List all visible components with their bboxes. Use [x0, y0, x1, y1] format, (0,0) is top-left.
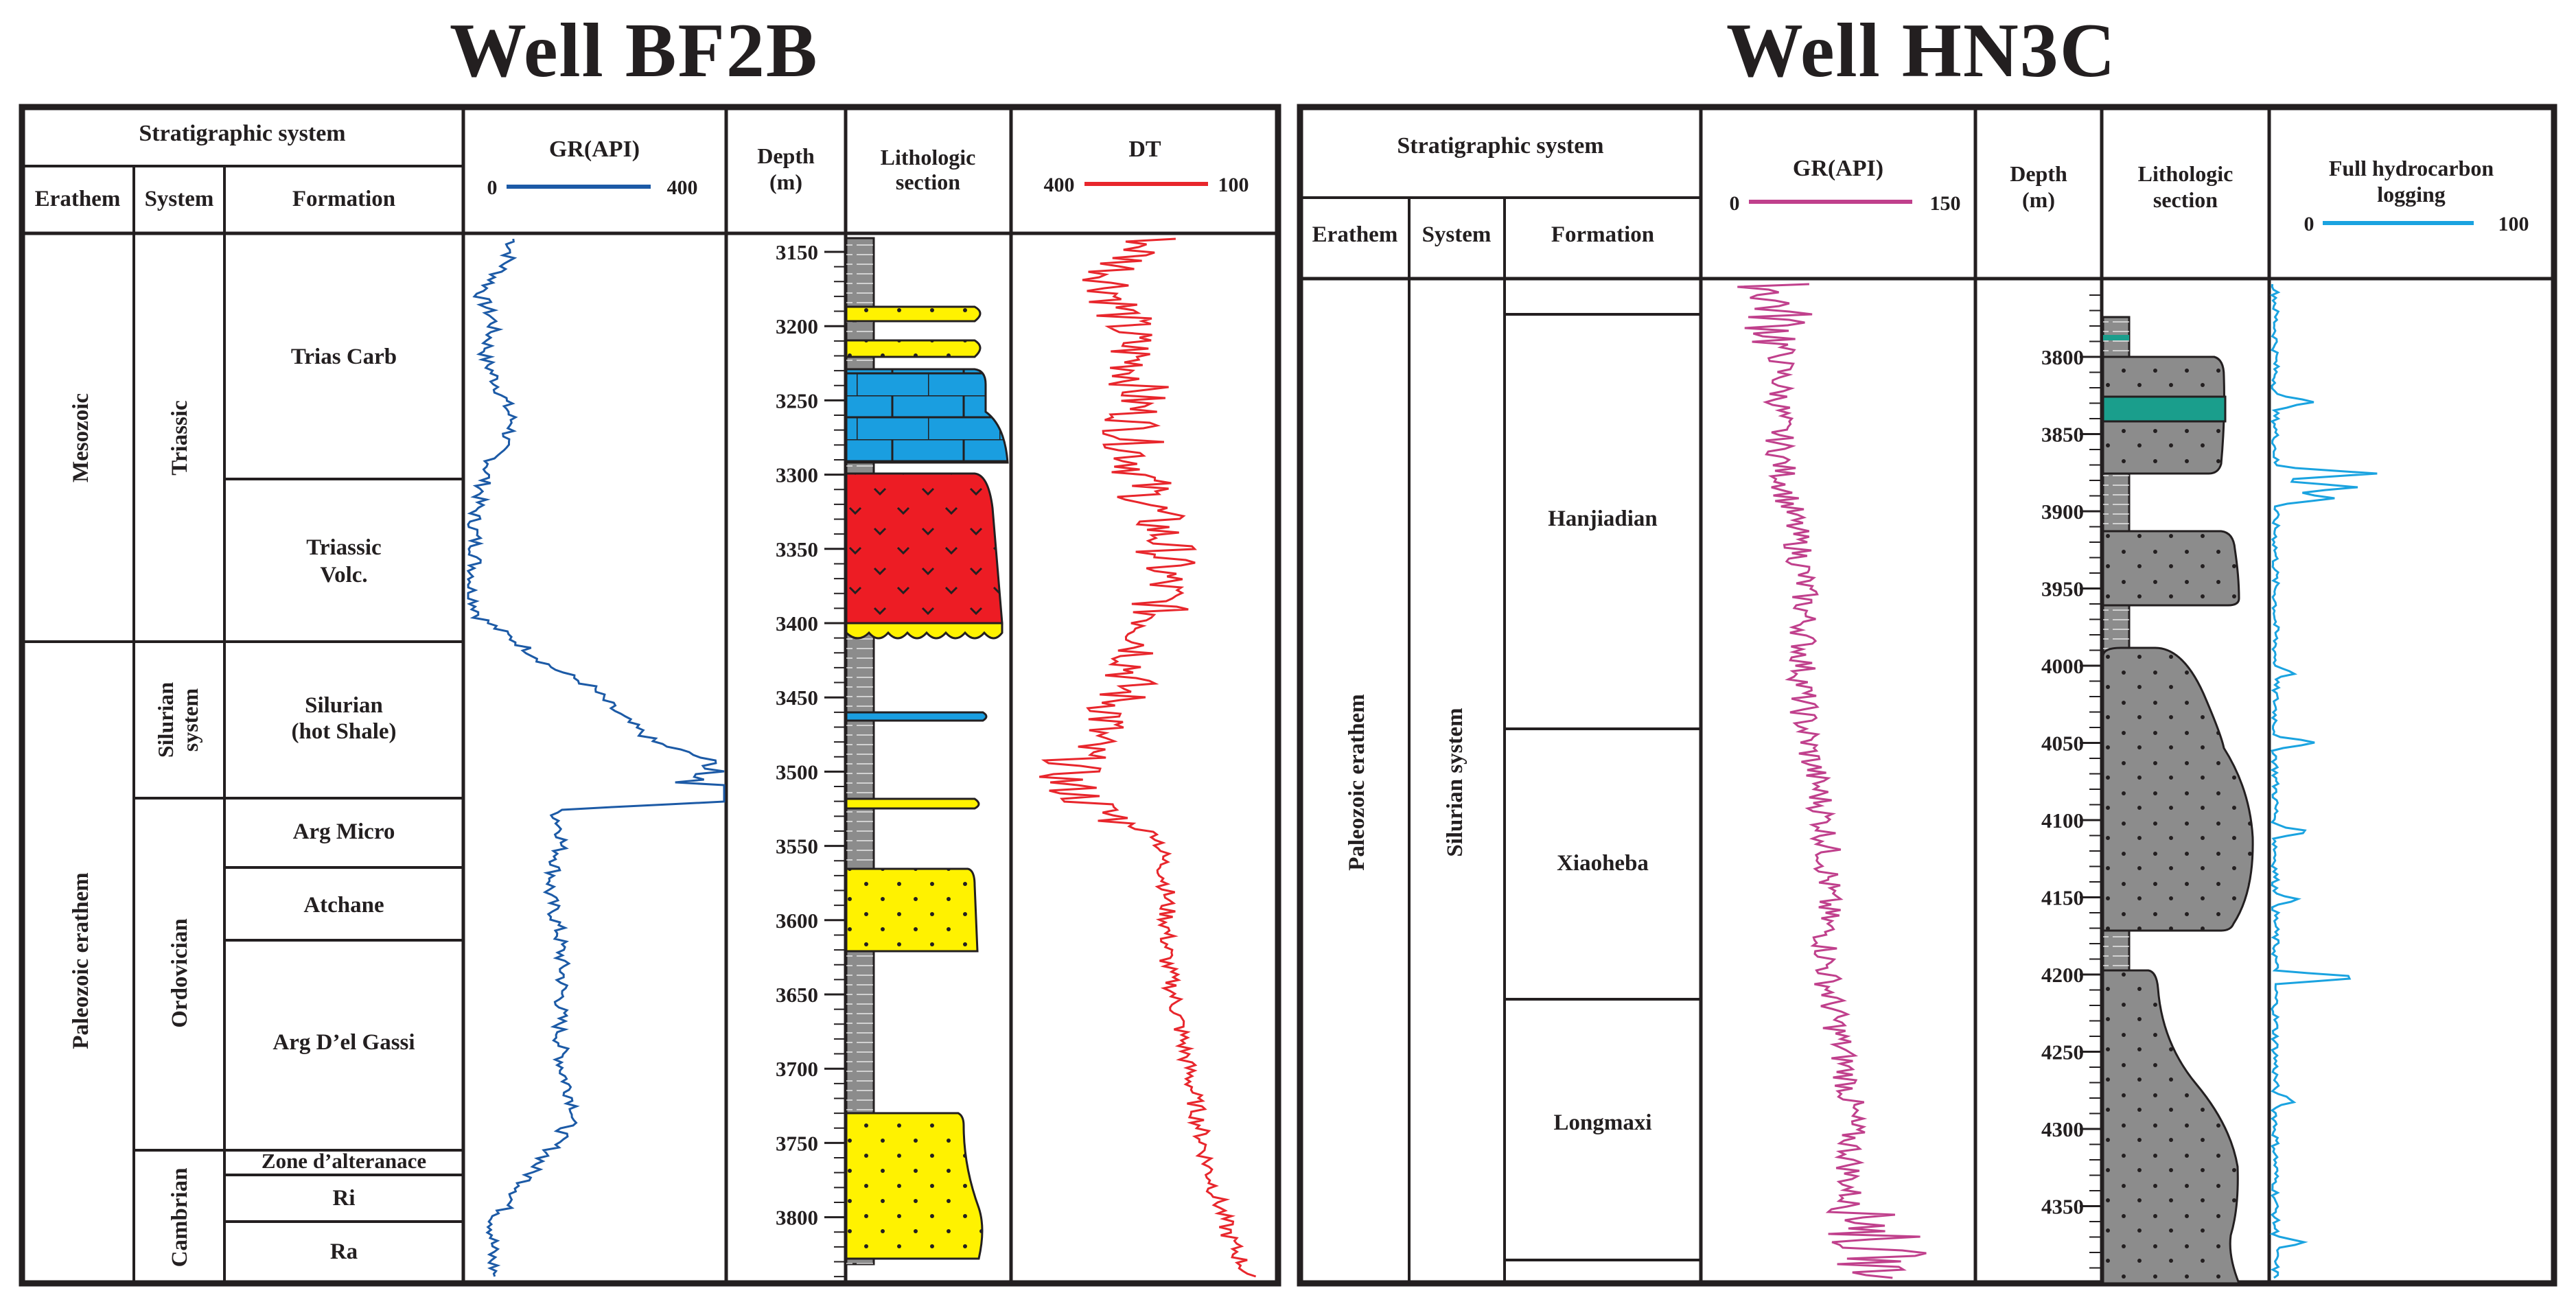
bf2b-formation-arg-del-gassi: Arg D’el Gassi — [272, 1030, 415, 1055]
depth-label: 3750 — [776, 1131, 818, 1155]
hn3c-coal-stringer — [2103, 335, 2129, 340]
depth-label: 4150 — [2041, 886, 2084, 910]
bf2b-erathem-header: Erathem — [35, 187, 121, 211]
hn3c-depth-unit: (m) — [2022, 187, 2055, 212]
hn3c-litho-header-2: section — [2153, 187, 2218, 212]
bf2b-erathem-mesozoic: Mesozoic — [69, 393, 93, 482]
bf2b-depth-header: Depth — [757, 143, 815, 168]
bf2b-litho-header-2: section — [896, 170, 960, 194]
depth-label: 3350 — [776, 537, 818, 561]
bf2b-system-header: System — [145, 187, 214, 211]
hn3c-system-silurian: Silurian system — [1443, 708, 1467, 856]
hn3c-hydrocarbon-curve — [2269, 283, 2378, 1279]
hn3c-gr-min: 0 — [1730, 192, 1740, 215]
hn3c-gr-header: GR(API) — [1793, 156, 1883, 181]
bf2b-system-cambrian: Cambrian — [167, 1168, 192, 1268]
bf2b-litho-header: Lithologic — [881, 145, 976, 170]
depth-label: 3950 — [2041, 577, 2084, 601]
bf2b-system-silurian: Silurian — [153, 682, 178, 758]
depth-label: 4250 — [2041, 1040, 2084, 1064]
depth-label: 3250 — [776, 388, 818, 412]
bf2b-dt-header: DT — [1128, 137, 1161, 162]
depth-label: 3400 — [776, 611, 818, 635]
bf2b-weathered-zone — [845, 622, 1003, 640]
depth-label: 3200 — [776, 314, 818, 338]
depth-label: 4050 — [2041, 732, 2084, 756]
bf2b-depth-unit: (m) — [769, 170, 802, 194]
hn3c-hc-min: 0 — [2304, 213, 2314, 235]
depth-label: 4350 — [2041, 1195, 2084, 1219]
hn3c-depth-header: Depth — [2010, 161, 2067, 186]
hn3c-hc-header: Full hydrocarbon — [2329, 156, 2494, 180]
bf2b-erathem-paleozoic: Paleozoic erathem — [69, 872, 93, 1049]
depth-label: 3800 — [2041, 345, 2084, 369]
hn3c-erathem-paleozoic: Paleozoic erathem — [1345, 694, 1369, 870]
depth-label: 3600 — [776, 909, 818, 933]
depth-label: 4000 — [2041, 654, 2084, 678]
bf2b-formation-ri: Ri — [333, 1186, 356, 1211]
bf2b-gr-curve — [466, 238, 726, 1277]
depth-label: 3900 — [2041, 500, 2084, 524]
bf2b-gr-max: 400 — [667, 176, 698, 199]
hn3c-gr-curve — [1737, 283, 1927, 1279]
hn3c-hc-header-2: logging — [2377, 182, 2446, 207]
bf2b-formation-zone-alteranace: Zone d’alteranace — [262, 1149, 426, 1173]
well-hn3c-panel: Stratigraphic system Erathem System Form… — [1297, 104, 2557, 1287]
bf2b-formation-arg-micro: Arg Micro — [293, 819, 395, 844]
hn3c-depth-scale: 3800 3850 3900 3950 4000 4050 4100 4150 4200 4250… — [2041, 281, 2103, 1281]
hn3c-system-header: System — [1422, 222, 1492, 247]
well-bf2b-title: Well BF2B — [450, 8, 819, 93]
depth-label: 3850 — [2041, 423, 2084, 447]
bf2b-formation-triassic-volc-2: Volc. — [320, 563, 367, 587]
bf2b-depth-scale: 3150 3200 3250 3300 3350 3400 3450 3500 3550 3600… — [776, 238, 848, 1281]
hn3c-formation-header: Formation — [1551, 222, 1654, 247]
hn3c-hc-max: 100 — [2498, 213, 2529, 235]
depth-label: 3150 — [776, 240, 818, 264]
depth-label: 3300 — [776, 463, 818, 487]
bf2b-sand-bed-3 — [845, 797, 980, 810]
bf2b-system-triassic: Triassic — [167, 400, 192, 475]
bf2b-formation-header: Formation — [292, 187, 395, 211]
bf2b-formation-ra: Ra — [330, 1239, 358, 1264]
hn3c-erathem-header: Erathem — [1312, 222, 1398, 247]
hn3c-formation-xiaoheba: Xiaoheba — [1557, 851, 1649, 876]
depth-label: 4100 — [2041, 808, 2084, 832]
hn3c-litho-header: Lithologic — [2138, 161, 2233, 186]
bf2b-dt-curve — [1038, 237, 1257, 1278]
bf2b-formation-atchane: Atchane — [303, 893, 384, 918]
hn3c-coal-bed — [2102, 395, 2227, 423]
depth-label: 3500 — [776, 760, 818, 784]
bf2b-formation-hot-shale: (hot Shale) — [291, 719, 396, 744]
bf2b-system-ordovician: Ordovician — [167, 918, 192, 1028]
well-bf2b-panel: Stratigraphic system Erathem System Form… — [19, 104, 1281, 1287]
depth-label: 4200 — [2041, 963, 2084, 987]
well-hn3c-title: Well HN3C — [1726, 8, 2117, 93]
bf2b-formation-silurian: Silurian — [305, 693, 383, 718]
depth-label: 3650 — [776, 983, 818, 1007]
hn3c-formation-longmaxi: Longmaxi — [1553, 1110, 1651, 1135]
hn3c-gr-max: 150 — [1930, 192, 1961, 215]
hn3c-strat-header: Stratigraphic system — [1397, 133, 1603, 159]
bf2b-limestone-stringer — [845, 711, 988, 722]
depth-label: 3550 — [776, 835, 818, 859]
bf2b-gr-header: GR(API) — [549, 137, 640, 162]
depth-label: 3800 — [776, 1206, 818, 1230]
depth-label: 3700 — [776, 1057, 818, 1081]
bf2b-formation-triassic-volc: Triassic — [306, 535, 381, 560]
depth-label: 3450 — [776, 686, 818, 710]
bf2b-strat-header: Stratigraphic system — [139, 121, 345, 146]
bf2b-gr-min: 0 — [487, 176, 498, 199]
bf2b-dt-left: 400 — [1044, 174, 1075, 196]
bf2b-dt-right: 100 — [1218, 174, 1249, 196]
bf2b-system-silurian-2: system — [178, 688, 202, 751]
bf2b-formation-trias-carb: Trias Carb — [291, 345, 397, 369]
hn3c-formation-hanjiadian: Hanjiadian — [1548, 506, 1658, 531]
depth-label: 4300 — [2041, 1117, 2084, 1141]
